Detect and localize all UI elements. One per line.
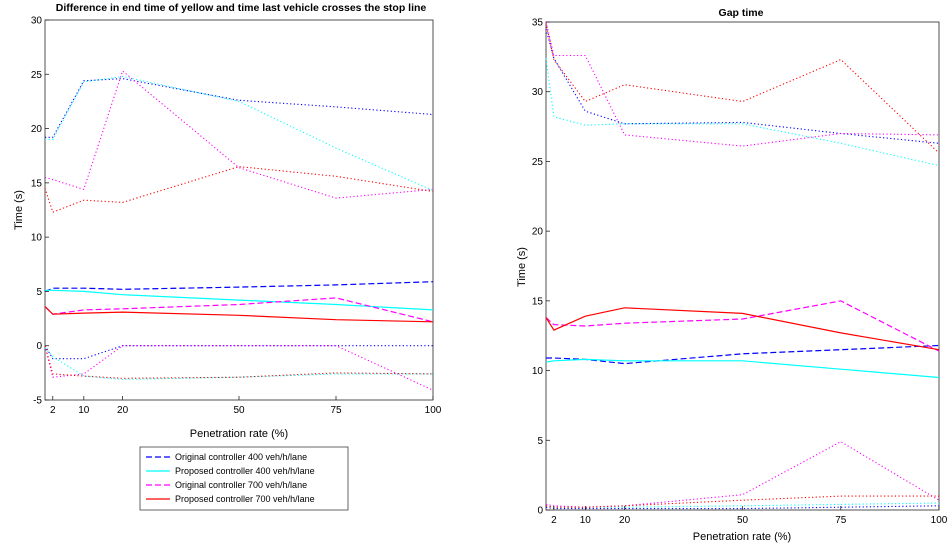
right-y-tick-label-3: 15	[532, 296, 544, 307]
left-y-tick-label-4: 15	[31, 178, 43, 189]
left-y-tick-label-7: 30	[31, 16, 43, 27]
left-series-line-6	[44, 70, 434, 199]
right-x-axis-label: Penetration rate (%)	[693, 531, 791, 543]
legend-label-1: Proposed controller 400 veh/h/lane	[175, 466, 315, 476]
left-plot-frame	[44, 19, 434, 401]
right-x-tick-label-2: 20	[619, 515, 631, 526]
left-series-group	[44, 70, 434, 391]
left-x-ticks: 2 10 20 50 75 100	[50, 396, 442, 416]
panel-right: Gap time 2 10 20 50 75 100 0 5 10 15 20 25 30 35 Pen…	[516, 7, 948, 543]
left-y-tick-label-0: -5	[33, 396, 42, 407]
left-series-line-9	[44, 347, 433, 380]
legend-label-3: Proposed controller 700 veh/h/lane	[175, 494, 315, 504]
left-x-axis-label: Penetration rate (%)	[190, 428, 288, 440]
right-x-tick-label-5: 100	[931, 515, 948, 526]
right-plot-frame	[545, 21, 940, 511]
right-series-line-7	[545, 23, 940, 154]
left-series-line-5	[45, 75, 434, 192]
left-x-tick-label-0: 2	[50, 405, 56, 416]
right-x-tick-label-4: 75	[835, 515, 847, 526]
left-series-line-1	[45, 289, 434, 311]
left-series-line-3	[44, 306, 434, 323]
left-y-tick-label-3: 10	[31, 233, 43, 244]
right-y-tick-label-0: 0	[537, 506, 543, 517]
left-x-tick-label-3: 50	[233, 405, 245, 416]
right-x-tick-label-1: 10	[580, 515, 592, 526]
right-series-line-10	[545, 441, 940, 508]
left-y-ticks: -5 0 5 10 15 20 25 30	[31, 16, 49, 407]
left-y-tick-label-1: 0	[36, 341, 42, 352]
right-x-ticks: 2 10 20 50 75 100	[551, 506, 948, 526]
right-y-axis-label: Time (s)	[516, 247, 528, 287]
left-series-line-8	[44, 345, 433, 360]
left-series-line-7	[44, 166, 434, 213]
left-x-tick-label-5: 100	[425, 405, 442, 416]
right-y-ticks: 0 5 10 15 20 25 30 35	[532, 18, 550, 517]
left-chart-title: Difference in end time of yellow and tim…	[56, 2, 427, 14]
left-series-line-10	[44, 345, 434, 391]
right-series-line-6	[545, 21, 940, 147]
right-y-tick-label-1: 5	[537, 436, 543, 447]
legend: Original controller 400 veh/h/lane Propos…	[139, 446, 349, 511]
left-y-tick-label-6: 25	[31, 70, 43, 81]
legend-label-2: Original controller 700 veh/h/lane	[175, 480, 307, 490]
left-y-tick-label-5: 20	[31, 124, 43, 135]
right-y-tick-label-5: 25	[532, 157, 544, 168]
right-chart-title: Gap time	[719, 7, 764, 19]
left-x-tick-label-2: 20	[117, 405, 129, 416]
left-series-line-0	[44, 281, 434, 292]
left-series-line-4	[45, 78, 434, 138]
left-x-tick-label-4: 75	[330, 405, 342, 416]
legend-box	[139, 446, 349, 511]
right-y-tick-label-7: 35	[532, 18, 544, 29]
right-series-line-1	[545, 358, 940, 379]
right-series-line-3	[545, 307, 940, 351]
right-x-tick-label-0: 2	[551, 515, 557, 526]
left-y-tick-label-2: 5	[36, 287, 42, 298]
right-series-line-2	[545, 300, 940, 352]
right-x-tick-label-3: 50	[737, 515, 749, 526]
right-y-tick-label-2: 10	[532, 366, 544, 377]
left-x-tick-label-1: 10	[78, 405, 90, 416]
panel-left: Difference in end time of yellow and tim…	[13, 2, 442, 511]
left-series-line-11	[44, 345, 434, 379]
right-y-tick-label-6: 30	[532, 87, 544, 98]
right-y-tick-label-4: 20	[532, 227, 544, 238]
legend-label-0: Original controller 400 veh/h/lane	[175, 452, 307, 462]
left-y-axis-label: Time (s)	[13, 190, 25, 230]
